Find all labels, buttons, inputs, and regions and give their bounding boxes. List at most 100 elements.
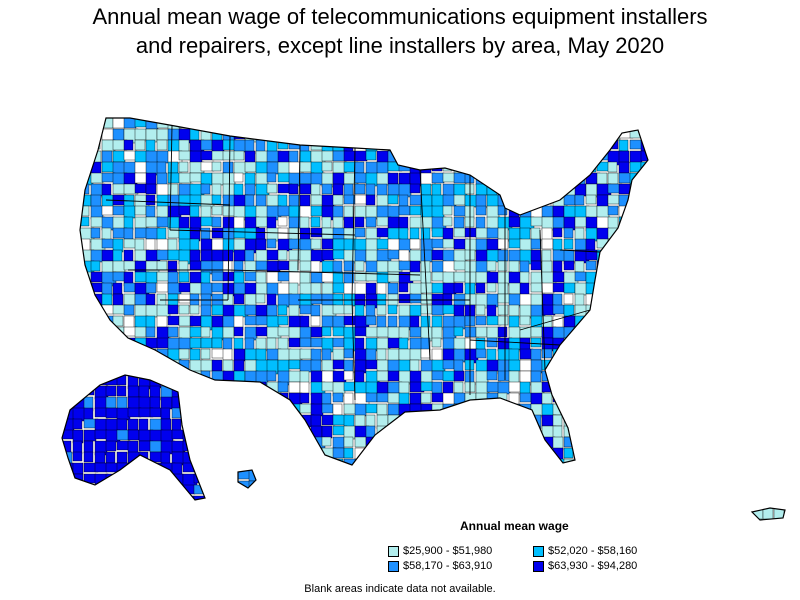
area-region <box>442 139 458 154</box>
area-region <box>178 348 190 360</box>
area-region <box>321 315 334 328</box>
area-region <box>629 447 641 463</box>
area-region <box>497 172 512 186</box>
area-region <box>83 375 94 388</box>
area-region <box>442 370 456 382</box>
area-region <box>277 436 288 450</box>
area-region <box>193 429 205 443</box>
area-region <box>222 414 236 426</box>
area-region <box>211 436 225 447</box>
area-region <box>62 473 72 488</box>
area-region <box>486 205 500 219</box>
area-region <box>376 194 389 207</box>
area-region <box>94 484 107 500</box>
area-region <box>574 436 588 448</box>
area-region <box>497 304 509 316</box>
area-region <box>266 414 281 425</box>
area-region <box>244 118 260 128</box>
area-region <box>211 337 223 349</box>
area-region <box>530 194 542 206</box>
area-region <box>171 484 183 499</box>
area-region <box>105 451 116 464</box>
area-region <box>365 118 378 133</box>
area-region <box>530 425 541 436</box>
area-region <box>277 260 290 271</box>
area-region <box>277 458 288 465</box>
area-region <box>299 205 313 219</box>
area-region <box>189 381 205 395</box>
area-region <box>288 359 301 370</box>
area-region <box>431 150 444 161</box>
state-boundary-line <box>469 339 561 346</box>
area-region <box>475 436 491 448</box>
area-region <box>299 161 313 173</box>
area-region <box>552 150 564 165</box>
area-region <box>354 403 367 417</box>
area-region <box>574 118 590 129</box>
area-region <box>123 249 134 262</box>
area-region <box>90 227 101 239</box>
area-region <box>431 392 445 403</box>
area-region <box>80 370 91 381</box>
area-region <box>453 282 464 294</box>
area-region <box>442 414 456 426</box>
area-region <box>387 304 398 315</box>
area-region <box>629 348 644 360</box>
area-region <box>574 238 587 251</box>
area-region <box>585 161 597 173</box>
area-region <box>387 458 403 465</box>
area-region <box>464 139 475 155</box>
area-region <box>354 183 366 195</box>
area-region <box>200 392 213 404</box>
area-region <box>288 414 300 425</box>
area-region <box>486 249 500 263</box>
area-region <box>431 172 445 184</box>
area-region <box>607 304 618 317</box>
area-region <box>116 451 128 464</box>
area-region <box>266 128 280 141</box>
area-region <box>182 385 198 400</box>
area-region <box>105 396 117 409</box>
area-region <box>629 216 641 230</box>
area-region <box>519 227 531 241</box>
area-region <box>585 139 597 154</box>
area-region <box>398 150 411 164</box>
area-region <box>288 304 300 318</box>
area-region <box>365 150 377 161</box>
area-region <box>629 381 642 397</box>
area-region <box>574 128 590 139</box>
area-region <box>519 425 532 436</box>
area-region <box>244 205 258 219</box>
area-region <box>541 238 554 250</box>
area-region <box>244 260 257 274</box>
area-region <box>189 403 203 414</box>
area-region <box>618 150 630 164</box>
area-region <box>607 414 618 427</box>
area-region <box>563 139 577 155</box>
legend-swatch-3 <box>388 560 399 572</box>
area-region <box>398 392 410 406</box>
area-region <box>123 205 136 219</box>
area-region <box>138 385 150 399</box>
area-region <box>453 128 466 143</box>
area-region <box>409 183 421 194</box>
area-region <box>640 249 648 264</box>
area-region <box>255 293 266 304</box>
area-region <box>376 370 390 382</box>
area-region <box>409 150 423 164</box>
area-region <box>299 425 310 441</box>
area-region <box>310 425 323 439</box>
area-region <box>607 260 620 271</box>
area-region <box>288 183 299 195</box>
area-region <box>105 473 118 487</box>
area-region <box>222 326 235 339</box>
area-region <box>475 304 486 316</box>
area-region <box>134 359 145 375</box>
area-region <box>552 128 564 139</box>
area-region <box>321 194 335 207</box>
area-region <box>398 139 414 150</box>
area-region <box>387 118 401 133</box>
legend-swatch-1 <box>388 545 399 557</box>
area-region <box>607 337 618 351</box>
area-region <box>376 118 392 129</box>
